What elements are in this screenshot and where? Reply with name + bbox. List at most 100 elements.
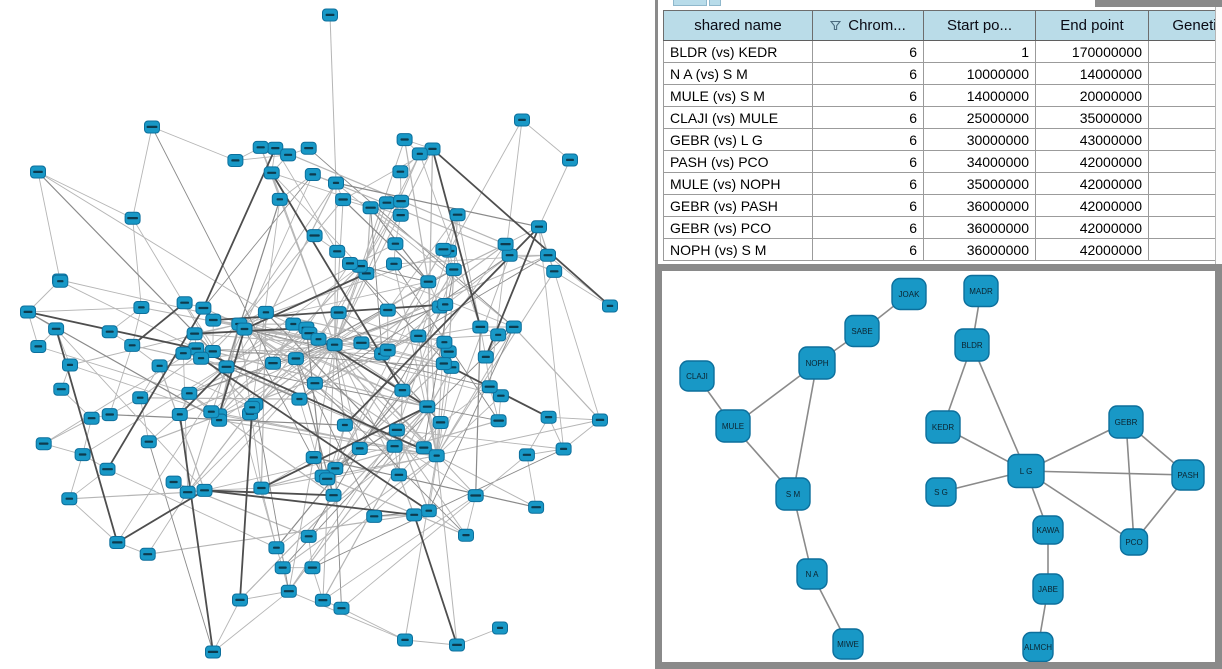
network-node[interactable] (362, 201, 379, 215)
network-node[interactable] (436, 335, 453, 349)
table-cell[interactable]: 35000000 (1035, 106, 1149, 129)
network-edge[interactable] (239, 406, 428, 601)
network-node[interactable] (592, 413, 608, 427)
network-node[interactable] (540, 248, 556, 262)
network-node[interactable] (227, 154, 244, 167)
network-node[interactable] (329, 244, 346, 258)
table-cell[interactable]: 6 (812, 172, 924, 195)
network-node[interactable] (179, 485, 196, 499)
node-shape[interactable] (1119, 528, 1149, 556)
network-edge[interactable] (151, 126, 274, 364)
table-cell[interactable]: GEBR (vs) L G (663, 128, 813, 151)
network-node[interactable] (392, 165, 409, 179)
table-cell[interactable]: CLAJI (vs) MULE (663, 106, 813, 129)
table-cell[interactable]: 42000000 (1035, 216, 1149, 239)
table-cell[interactable]: 16.9 (1148, 128, 1222, 151)
network-node[interactable] (263, 166, 280, 180)
network-node[interactable] (432, 416, 449, 429)
network-node[interactable]: JOAK (891, 277, 927, 311)
network-edge[interactable] (147, 492, 189, 555)
network-node[interactable]: KAWA (1032, 515, 1064, 545)
network-edge[interactable] (187, 344, 335, 493)
table-scrollbar-track[interactable] (1215, 7, 1222, 264)
network-edge[interactable] (394, 326, 515, 447)
network-node[interactable] (268, 541, 285, 555)
network-node[interactable] (53, 382, 70, 396)
network-node[interactable] (205, 313, 222, 327)
network-edge[interactable] (404, 139, 429, 282)
network-node[interactable] (195, 301, 212, 315)
table-cell[interactable]: NOPH (vs) S M (663, 238, 813, 261)
table-cell[interactable]: 6 (812, 238, 924, 261)
network-node[interactable] (458, 528, 474, 542)
network-edge[interactable] (272, 362, 476, 496)
network-node[interactable] (393, 194, 410, 208)
network-node[interactable]: S G (925, 477, 957, 507)
network-node[interactable] (449, 208, 466, 222)
network-edge[interactable] (526, 454, 537, 508)
network-edge[interactable] (513, 326, 601, 421)
network-edge[interactable] (226, 366, 499, 422)
table-row[interactable]: BLDR (vs) KEDR61170000000192.0 (663, 40, 1222, 63)
network-edge[interactable] (338, 312, 449, 353)
network-node[interactable] (327, 462, 344, 475)
node-shape[interactable] (954, 328, 990, 362)
network-edge[interactable] (404, 639, 458, 646)
network-edge[interactable] (202, 147, 277, 309)
network-node[interactable] (351, 442, 368, 455)
table-row[interactable]: GEBR (vs) L G6300000004300000016.9 (663, 128, 1222, 151)
network-edge[interactable] (548, 416, 601, 421)
network-node[interactable] (291, 392, 308, 406)
network-edge[interactable] (327, 419, 601, 480)
network-edge[interactable] (538, 159, 571, 227)
network-node[interactable]: SABE (844, 314, 880, 348)
table-row[interactable]: CLAJI (vs) MULE625000000350000005.9 (663, 106, 1222, 129)
table-cell[interactable]: 42000000 (1035, 150, 1149, 173)
table-cell[interactable]: 6 (812, 62, 924, 85)
network-node[interactable] (420, 275, 437, 289)
network-edge[interactable] (334, 281, 429, 469)
network-node[interactable] (280, 584, 297, 598)
network-edge[interactable] (359, 265, 514, 328)
network-edge[interactable] (334, 153, 421, 346)
network-node[interactable] (204, 345, 221, 358)
network-edge[interactable] (60, 280, 197, 350)
network-edge[interactable] (178, 414, 214, 653)
table-cell[interactable]: 9.9 (1148, 238, 1222, 261)
table-cell[interactable]: 14000000 (923, 84, 1036, 107)
table-cell[interactable]: 8.9 (1148, 194, 1222, 217)
network-edge[interactable] (971, 344, 1027, 472)
network-node[interactable] (328, 176, 344, 190)
network-node[interactable] (310, 332, 327, 346)
table-cell[interactable]: 6 (812, 40, 924, 63)
network-node[interactable] (124, 211, 141, 225)
network-node[interactable] (562, 153, 578, 167)
table-cell[interactable]: 6 (812, 194, 924, 217)
network-edge[interactable] (436, 255, 511, 456)
network-node[interactable] (244, 400, 261, 414)
network-edge[interactable] (204, 489, 334, 497)
table-cell[interactable]: 14000000 (1035, 62, 1149, 85)
network-node[interactable] (83, 411, 100, 425)
network-edge[interactable] (179, 366, 228, 416)
network-node[interactable] (304, 561, 321, 575)
table-cell[interactable]: 35000000 (923, 172, 1036, 195)
network-edge[interactable] (370, 207, 455, 271)
network-node[interactable] (602, 299, 618, 313)
table-cell[interactable]: 6 (812, 216, 924, 239)
network-edge[interactable] (329, 14, 337, 184)
network-edge[interactable] (465, 495, 477, 536)
table-cell[interactable]: 36000000 (923, 238, 1036, 261)
network-edge[interactable] (69, 491, 188, 500)
subnetwork-canvas[interactable]: JOAK SABE NOPH CLAJI MULE S M N A MIWE MADR BLDR K… (662, 271, 1215, 663)
main-network-canvas[interactable] (0, 0, 655, 669)
network-node[interactable]: MULE (715, 409, 751, 443)
network-node[interactable] (325, 488, 342, 502)
network-edge[interactable] (212, 599, 241, 653)
table-cell[interactable]: 1 (923, 40, 1036, 63)
column-header-end-point[interactable]: End point (1035, 10, 1149, 41)
network-node[interactable] (335, 193, 352, 207)
network-edge[interactable] (342, 199, 429, 283)
network-edge[interactable] (132, 126, 153, 219)
network-edge[interactable] (107, 468, 277, 549)
